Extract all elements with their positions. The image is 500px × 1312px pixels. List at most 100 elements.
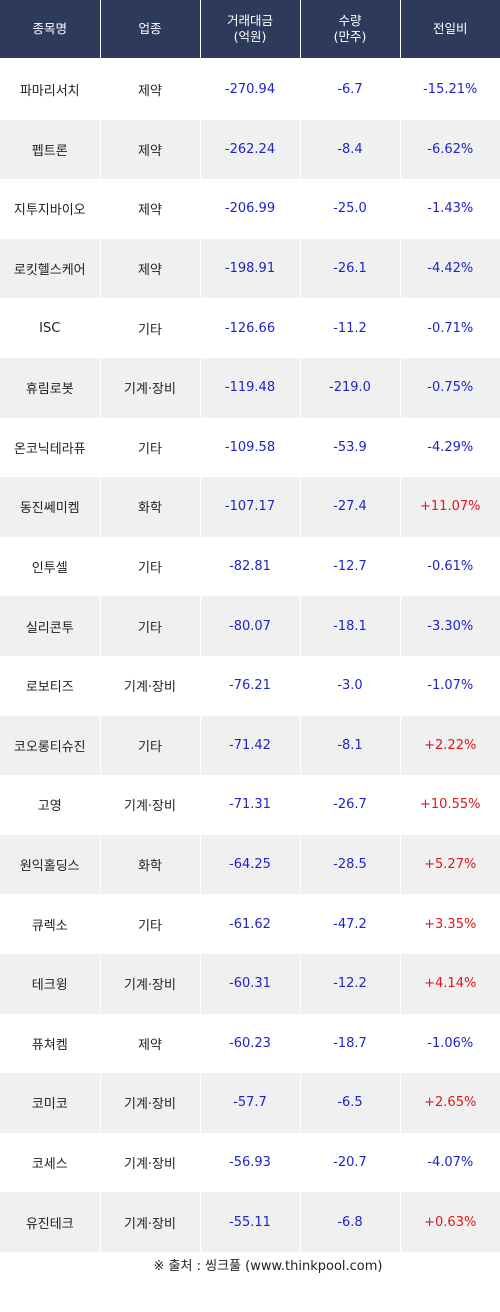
cell-change: +2.65% <box>400 1073 500 1133</box>
cell-amount: -80.07 <box>200 596 301 656</box>
cell-name: 코세스 <box>0 1132 101 1193</box>
table-row: 인투셀 기타 -82.81 -12.7 -0.61% <box>0 536 500 597</box>
cell-change: +4.14% <box>400 953 500 1014</box>
cell-sector: 제약 <box>100 179 201 239</box>
cell-amount: -206.99 <box>200 179 301 239</box>
cell-change: -4.42% <box>400 238 500 299</box>
table-row: 코오롱티슈진 기타 -71.42 -8.1 +2.22% <box>0 715 500 776</box>
cell-sector: 제약 <box>100 1013 201 1074</box>
cell-sector: 화학 <box>100 477 201 537</box>
cell-amount: -126.66 <box>200 298 301 358</box>
header-change: 전일비 <box>400 0 500 60</box>
cell-name: 펩트론 <box>0 119 101 180</box>
table-row: 파마리서치 제약 -270.94 -6.7 -15.21% <box>0 59 500 120</box>
table-row: 실리콘투 기타 -80.07 -18.1 -3.30% <box>0 596 500 656</box>
cell-name: 인투셀 <box>0 536 101 597</box>
cell-sector: 제약 <box>100 238 201 299</box>
cell-volume: -53.9 <box>300 417 401 478</box>
cell-change: -0.71% <box>400 298 500 358</box>
cell-change: -3.30% <box>400 596 500 656</box>
cell-name: 온코닉테라퓨 <box>0 417 101 478</box>
cell-sector: 기계·장비 <box>100 357 201 418</box>
cell-name: 동진쎄미켐 <box>0 477 101 537</box>
cell-volume: -8.1 <box>300 715 401 776</box>
cell-sector: 기타 <box>100 536 201 597</box>
cell-change: -15.21% <box>400 59 500 120</box>
cell-sector: 기타 <box>100 596 201 656</box>
table-row: 코세스 기계·장비 -56.93 -20.7 -4.07% <box>0 1132 500 1193</box>
table-row: 큐렉소 기타 -61.62 -47.2 +3.35% <box>0 894 500 954</box>
cell-name: 고영 <box>0 775 101 835</box>
cell-volume: -20.7 <box>300 1132 401 1193</box>
cell-change: +2.22% <box>400 715 500 776</box>
table-row: 온코닉테라퓨 기타 -109.58 -53.9 -4.29% <box>0 417 500 478</box>
cell-change: -4.29% <box>400 417 500 478</box>
cell-sector: 제약 <box>100 119 201 180</box>
cell-volume: -47.2 <box>300 894 401 954</box>
cell-volume: -18.7 <box>300 1013 401 1074</box>
table-row: 테크윙 기계·장비 -60.31 -12.2 +4.14% <box>0 953 500 1014</box>
cell-volume: -26.1 <box>300 238 401 299</box>
cell-name: 휴림로봇 <box>0 357 101 418</box>
cell-volume: -18.1 <box>300 596 401 656</box>
table-row: ISC 기타 -126.66 -11.2 -0.71% <box>0 298 500 358</box>
cell-change: +3.35% <box>400 894 500 954</box>
cell-sector: 화학 <box>100 834 201 895</box>
cell-change: -0.75% <box>400 357 500 418</box>
cell-name: 파마리서치 <box>0 59 101 120</box>
cell-amount: -109.58 <box>200 417 301 478</box>
cell-amount: -56.93 <box>200 1132 301 1193</box>
table-row: 코미코 기계·장비 -57.7 -6.5 +2.65% <box>0 1073 500 1133</box>
cell-name: 로보티즈 <box>0 655 101 716</box>
header-volume: 수량 (만주) <box>300 0 401 60</box>
table-row: 퓨쳐켐 제약 -60.23 -18.7 -1.06% <box>0 1013 500 1074</box>
cell-volume: -26.7 <box>300 775 401 835</box>
cell-volume: -3.0 <box>300 655 401 716</box>
cell-volume: -27.4 <box>300 477 401 537</box>
table-row: 펩트론 제약 -262.24 -8.4 -6.62% <box>0 119 500 180</box>
cell-volume: -12.2 <box>300 953 401 1014</box>
cell-change: -1.43% <box>400 179 500 239</box>
cell-change: -1.07% <box>400 655 500 716</box>
cell-amount: -71.31 <box>200 775 301 835</box>
cell-volume: -12.7 <box>300 536 401 597</box>
source-note: ※ 출처 : 씽크풀 (www.thinkpool.com) <box>153 1259 383 1274</box>
header-amount: 거래대금 (억원) <box>200 0 301 60</box>
cell-change: -0.61% <box>400 536 500 597</box>
cell-amount: -119.48 <box>200 357 301 418</box>
cell-change: +0.63% <box>400 1192 500 1252</box>
cell-volume: -8.4 <box>300 119 401 180</box>
cell-sector: 기계·장비 <box>100 953 201 1014</box>
cell-name: 지투지바이오 <box>0 179 101 239</box>
table-row: 동진쎄미켐 화학 -107.17 -27.4 +11.07% <box>0 477 500 537</box>
cell-volume: -6.8 <box>300 1192 401 1252</box>
cell-volume: -6.7 <box>300 59 401 120</box>
cell-sector: 기계·장비 <box>100 1132 201 1193</box>
cell-volume: -6.5 <box>300 1073 401 1133</box>
cell-sector: 기타 <box>100 715 201 776</box>
table-row: 원익홀딩스 화학 -64.25 -28.5 +5.27% <box>0 834 500 895</box>
stock-table: 종목명 업종 거래대금 (억원) 수량 (만주) 전일비 파마리서치 제약 -270.9… <box>0 0 500 1252</box>
cell-name: 퓨쳐켐 <box>0 1013 101 1074</box>
table-row: 로보티즈 기계·장비 -76.21 -3.0 -1.07% <box>0 655 500 716</box>
cell-amount: -107.17 <box>200 477 301 537</box>
cell-amount: -55.11 <box>200 1192 301 1252</box>
cell-amount: -57.7 <box>200 1073 301 1133</box>
cell-amount: -270.94 <box>200 59 301 120</box>
cell-amount: -60.31 <box>200 953 301 1014</box>
cell-amount: -71.42 <box>200 715 301 776</box>
cell-name: 유진테크 <box>0 1192 101 1252</box>
cell-change: -1.06% <box>400 1013 500 1074</box>
cell-sector: 기계·장비 <box>100 775 201 835</box>
table-header-row: 종목명 업종 거래대금 (억원) 수량 (만주) 전일비 <box>0 0 500 60</box>
table-row: 로킷헬스케어 제약 -198.91 -26.1 -4.42% <box>0 238 500 299</box>
cell-amount: -76.21 <box>200 655 301 716</box>
cell-amount: -82.81 <box>200 536 301 597</box>
cell-sector: 기타 <box>100 894 201 954</box>
cell-name: 코미코 <box>0 1073 101 1133</box>
cell-change: +11.07% <box>400 477 500 537</box>
table-row: 고영 기계·장비 -71.31 -26.7 +10.55% <box>0 775 500 835</box>
header-sector: 업종 <box>100 0 201 60</box>
cell-change: +10.55% <box>400 775 500 835</box>
cell-volume: -11.2 <box>300 298 401 358</box>
